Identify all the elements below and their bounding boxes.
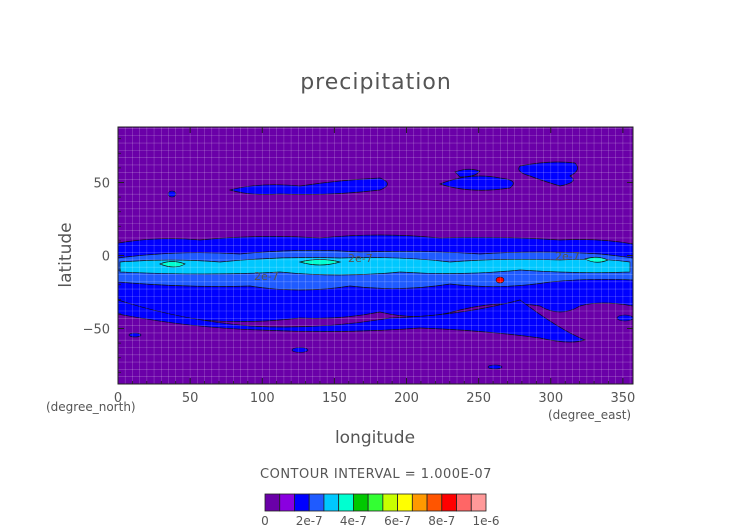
contour-label: 2e-7 xyxy=(348,252,373,265)
colorbar-tick-label: 6e-7 xyxy=(384,514,411,528)
x-tick-label: 250 xyxy=(466,391,491,406)
y-axis-ticks: −50 0 50 xyxy=(83,138,633,373)
north-blob-small xyxy=(454,168,481,178)
blob-red xyxy=(495,276,505,284)
x-tick-label: 300 xyxy=(538,391,563,406)
colorbar-swatch xyxy=(323,493,340,512)
contour-label: 2e-7 xyxy=(254,270,279,283)
grid-lines xyxy=(118,127,633,384)
colorbar-swatch xyxy=(382,493,399,512)
colorbar-swatch xyxy=(397,493,413,512)
colorbar-swatch xyxy=(470,493,487,512)
colorbar-ticks: 0 2e-7 4e-7 6e-7 8e-7 1e-6 xyxy=(261,514,499,528)
x-tick-label: 50 xyxy=(182,391,199,406)
x-tick-label: 350 xyxy=(610,391,635,406)
colorbar-tick-label: 8e-7 xyxy=(428,514,455,528)
colorbar-tick-label: 4e-7 xyxy=(340,514,367,528)
colorbar-swatch xyxy=(279,493,295,512)
contour-interval-text: CONTOUR INTERVAL = 1.000E-07 xyxy=(260,467,492,482)
north-band xyxy=(228,177,388,195)
x-units-label: (degree_east) xyxy=(548,408,631,422)
x-tick-label: 100 xyxy=(250,391,275,406)
colorbar-tick-label: 0 xyxy=(261,514,269,528)
core-cell-3 xyxy=(584,256,609,263)
chart-title: precipitation xyxy=(300,70,452,95)
blob xyxy=(128,332,142,338)
plot-area xyxy=(118,127,633,384)
y-units-label: (degree_north) xyxy=(46,400,136,414)
colorbar xyxy=(264,493,487,512)
core-cell-1 xyxy=(159,261,186,268)
inner-band xyxy=(119,257,631,276)
colorbar-swatch xyxy=(338,493,354,512)
y-tick-label: 0 xyxy=(102,250,110,265)
x-tick-label: 200 xyxy=(394,391,419,406)
colorbar-swatch xyxy=(367,493,384,512)
contour-label: 2e-7 xyxy=(555,250,580,263)
y-tick-label: −50 xyxy=(83,323,110,338)
colorbar-swatch xyxy=(352,493,369,512)
colorbar-swatch xyxy=(308,493,325,512)
north-band-east xyxy=(438,175,514,191)
y-axis-label: latitude xyxy=(56,222,76,287)
north-band-far-east xyxy=(518,161,578,187)
blob xyxy=(487,364,503,370)
blob xyxy=(616,314,633,322)
colorbar-tick-label: 1e-6 xyxy=(473,514,500,528)
colorbar-swatch xyxy=(264,493,281,512)
y-tick-label: 50 xyxy=(93,176,110,191)
colorbar-swatch xyxy=(426,493,443,512)
colorbar-swatch xyxy=(441,493,457,512)
blob xyxy=(291,347,309,353)
core-cell-2 xyxy=(298,259,342,266)
colorbar-swatch xyxy=(411,493,428,512)
x-axis-label: longitude xyxy=(335,428,415,448)
colorbar-swatch xyxy=(456,493,472,512)
x-axis-ticks: 0 50 100 150 200 250 300 350 xyxy=(114,127,635,406)
colorbar-tick-label: 2e-7 xyxy=(296,514,323,528)
colorbar-swatch xyxy=(294,493,310,512)
southern-extension xyxy=(118,299,587,343)
x-tick-label: 150 xyxy=(322,391,347,406)
x-tick-label: 0 xyxy=(114,391,122,406)
blob xyxy=(167,190,177,198)
